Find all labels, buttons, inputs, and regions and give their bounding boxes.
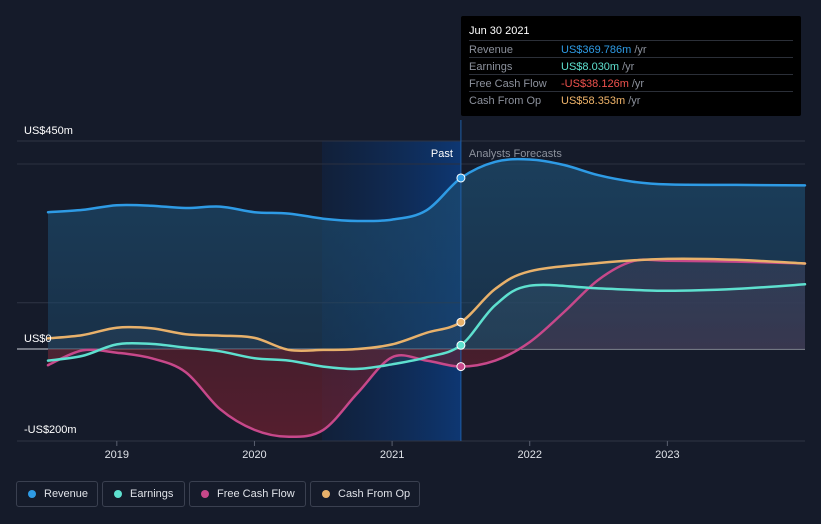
legend-dot-icon <box>114 490 122 498</box>
legend-revenue[interactable]: Revenue <box>16 481 98 507</box>
tooltip-label: Free Cash Flow <box>469 78 547 90</box>
tooltip-row-cfo: Cash From Op US$58.353m/yr <box>469 91 793 109</box>
tooltip-label: Revenue <box>469 44 514 56</box>
tooltip-label: Earnings <box>469 61 513 73</box>
x-tick-label: 2019 <box>105 449 129 461</box>
legend-dot-icon <box>322 490 330 498</box>
forecast-label: Analysts Forecasts <box>469 148 562 160</box>
tooltip-row-fcf: Free Cash Flow -US$38.126m/yr <box>469 74 793 92</box>
legend-dot-icon <box>28 490 36 498</box>
legend-label: Revenue <box>44 488 89 500</box>
legend-earnings[interactable]: Earnings <box>102 481 185 507</box>
free-cash-flow-line <box>46 258 807 439</box>
past-label: Past <box>431 148 453 160</box>
tooltip-value: US$58.353m/yr <box>561 95 641 107</box>
x-tick-label: 2020 <box>242 449 266 461</box>
tooltip-label: Cash From Op <box>469 95 542 107</box>
legend-label: Cash From Op <box>338 488 411 500</box>
free-cash-flow-point <box>456 362 466 372</box>
revenue-area <box>48 159 805 349</box>
revenue-point <box>456 173 466 183</box>
cash-from-op-point <box>456 317 466 327</box>
earnings-point <box>456 340 466 350</box>
x-tick-label: 2021 <box>380 449 404 461</box>
tooltip-value: US$369.786m/yr <box>561 44 647 56</box>
legend-dot-icon <box>201 490 209 498</box>
cash-from-op-line <box>46 257 807 353</box>
tooltip-row-earnings: Earnings US$8.030m/yr <box>469 57 793 75</box>
earnings-line <box>46 283 807 371</box>
tooltip-date: Jun 30 2021 <box>469 25 530 37</box>
x-tick-label: 2023 <box>655 449 679 461</box>
legend-free-cash-flow[interactable]: Free Cash Flow <box>189 481 306 507</box>
tooltip-value: -US$38.126m/yr <box>561 78 645 90</box>
legend-cash-from-op[interactable]: Cash From Op <box>310 481 420 507</box>
tooltip-row-revenue: Revenue US$369.786m/yr <box>469 40 793 58</box>
tooltip-value: US$8.030m/yr <box>561 61 635 73</box>
legend-label: Earnings <box>130 488 174 500</box>
y-tick-label: US$0 <box>24 333 52 345</box>
x-tick-label: 2022 <box>517 449 541 461</box>
tooltip: Jun 30 2021 Revenue US$369.786m/yr Earni… <box>461 16 801 116</box>
legend-label: Free Cash Flow <box>217 488 295 500</box>
y-tick-label: US$450m <box>24 125 73 137</box>
revenue-line <box>46 157 807 223</box>
y-tick-label: -US$200m <box>24 424 77 436</box>
